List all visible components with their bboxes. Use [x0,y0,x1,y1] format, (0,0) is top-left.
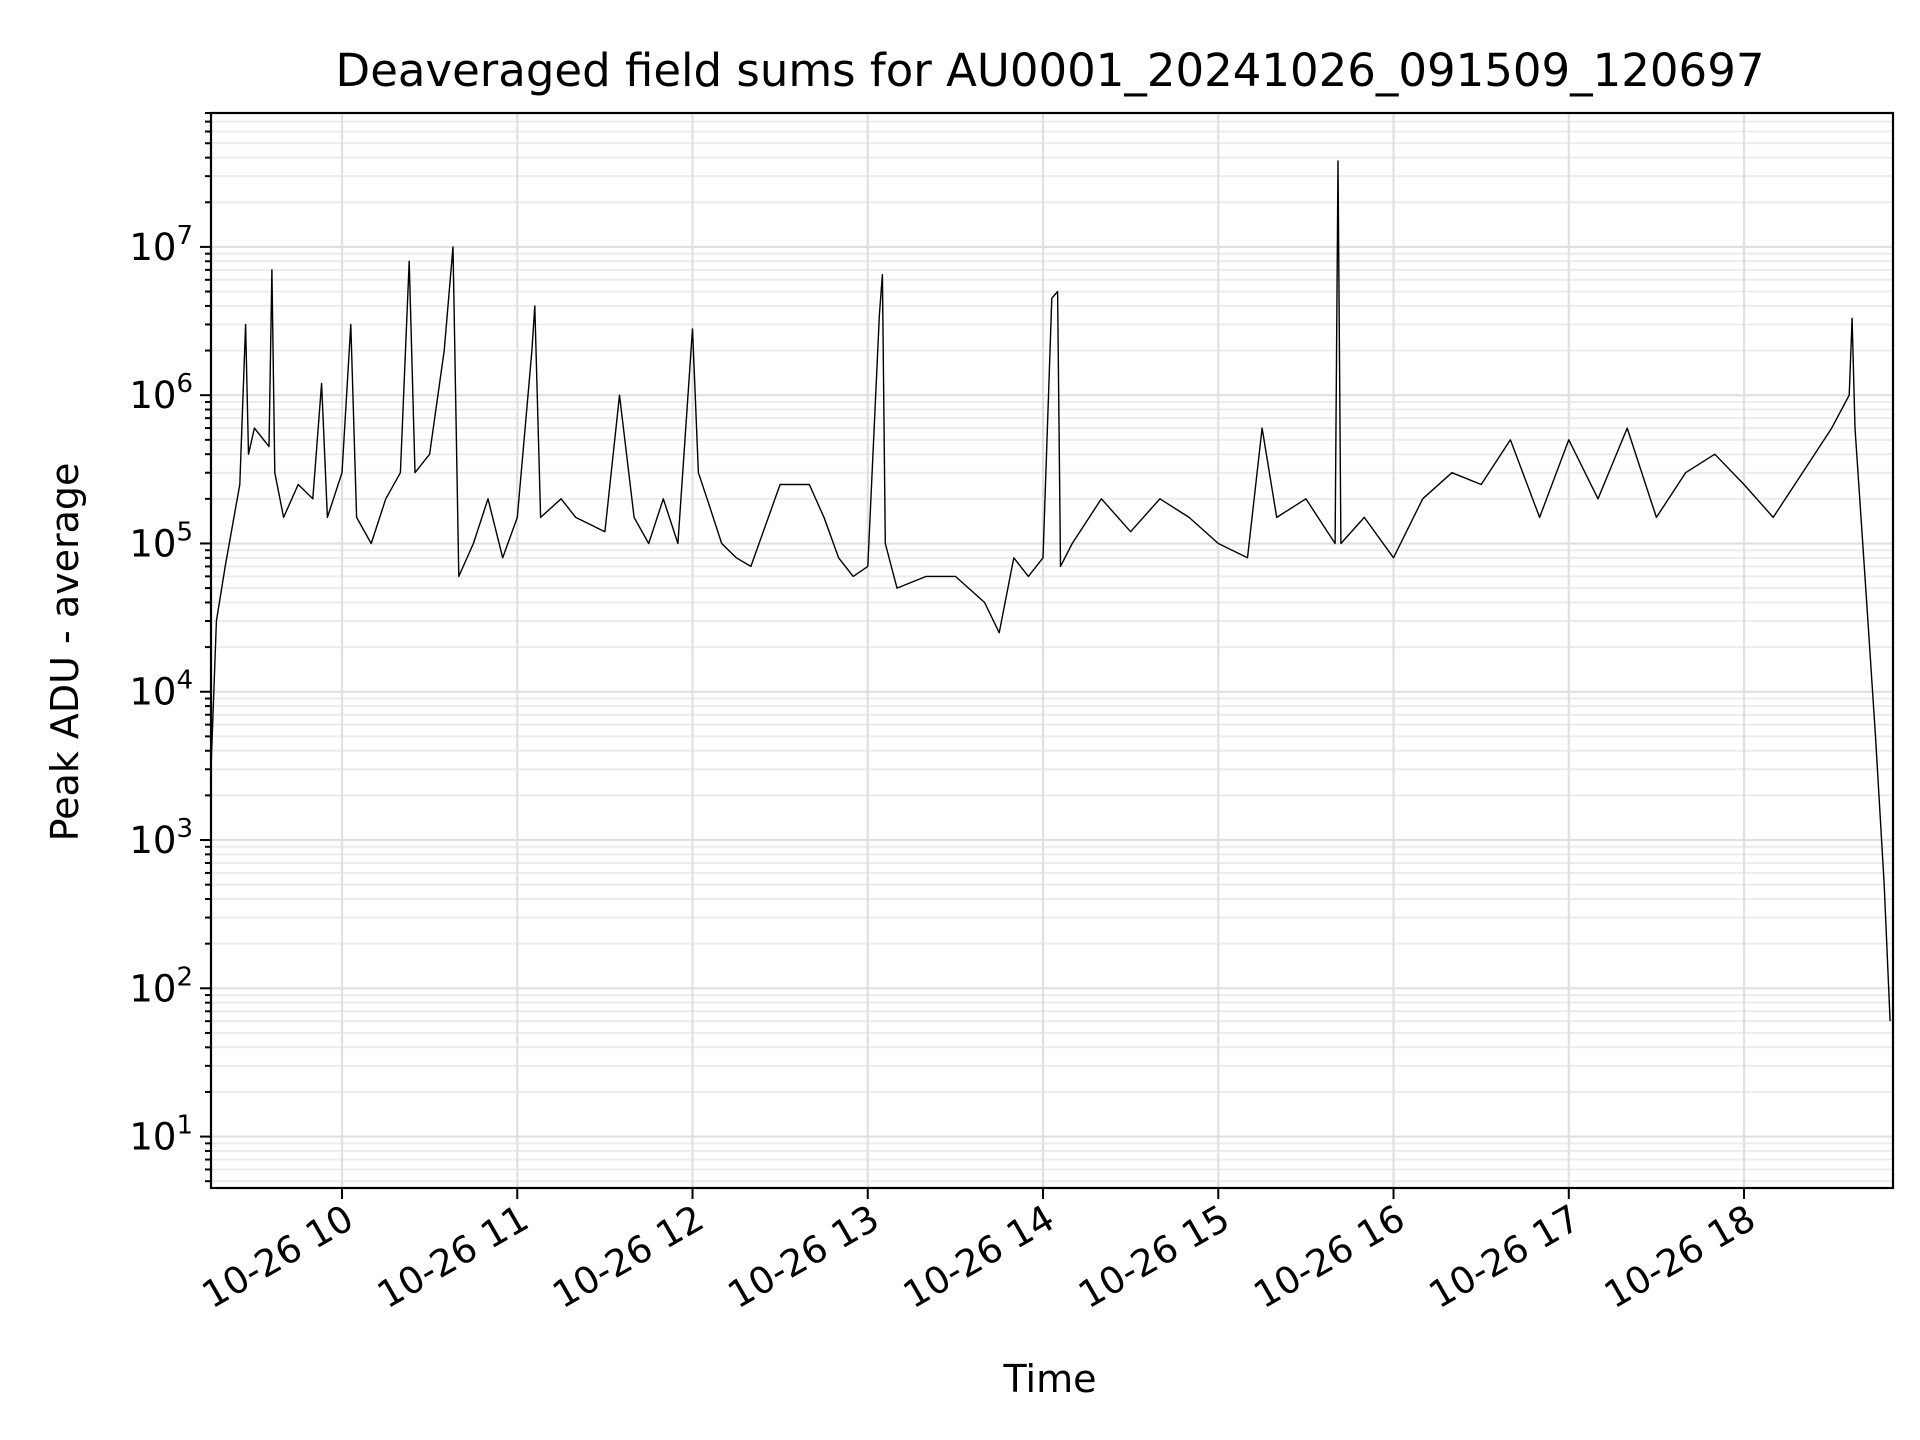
axis-ticks [200,112,1746,1199]
grid [211,112,1893,1188]
y-tick-label: 103 [129,814,193,862]
y-tick-label: 104 [129,666,193,714]
series-line [209,160,1891,1022]
plot-frame [209,111,1895,1190]
y-tick-label: 106 [129,369,193,417]
chart-title: Deaveraged field sums for AU0001_2024102… [336,44,1765,97]
y-tick-label: 102 [129,962,193,1010]
x-axis-label: Time [1003,1357,1097,1401]
y-tick-label: 105 [129,517,193,565]
y-tick-label: 101 [129,1111,193,1159]
y-axis-label: Peak ADU - average [43,463,87,842]
y-tick-label: 107 [129,221,193,269]
